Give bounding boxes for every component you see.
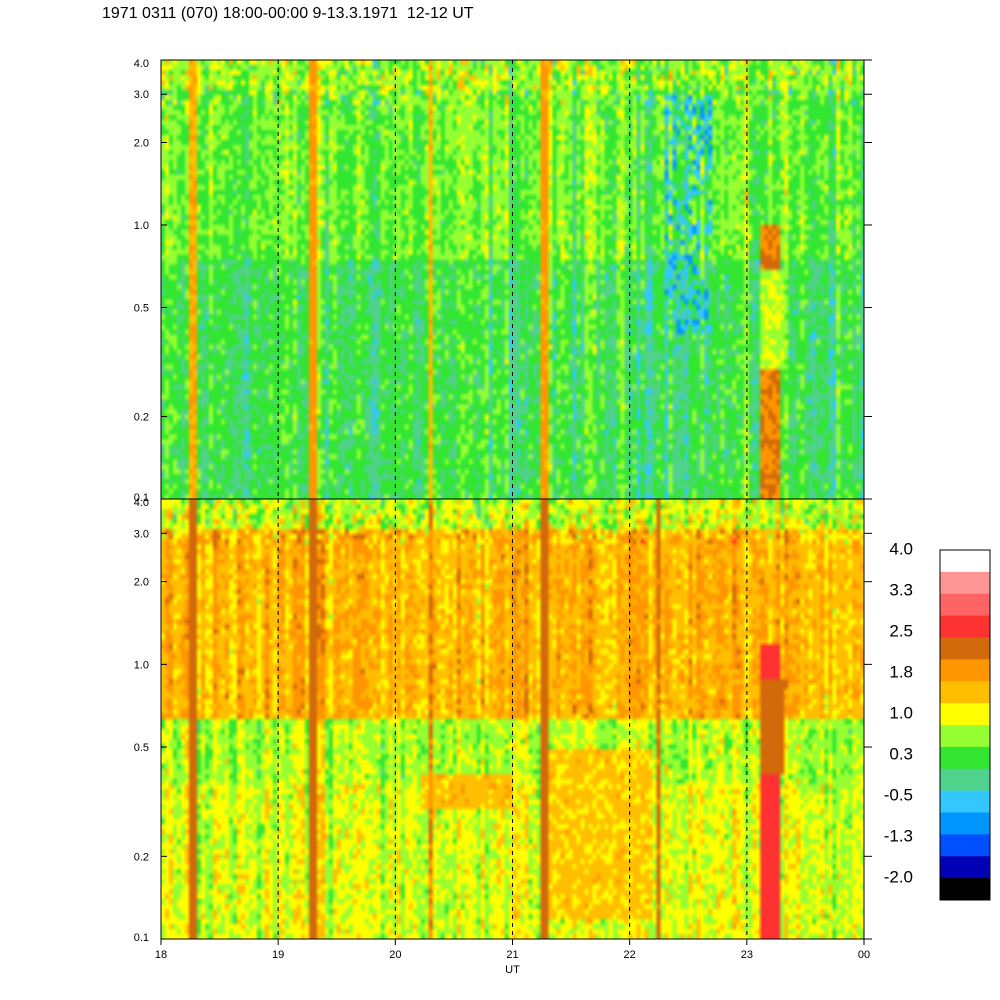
y-tick-label: 0.2 bbox=[134, 851, 149, 863]
x-tick-label: 18 bbox=[155, 949, 167, 961]
y-tick-label: 0.1 bbox=[134, 492, 149, 504]
colorbar-label: 0.3 bbox=[889, 745, 913, 764]
colorbar-swatch bbox=[940, 550, 990, 573]
colorbar-swatch bbox=[940, 593, 990, 617]
colorbar-swatch bbox=[940, 878, 990, 901]
x-tick-label: 20 bbox=[389, 949, 401, 961]
colorbar-swatch bbox=[940, 768, 990, 792]
colorbar-label: 2.5 bbox=[889, 622, 913, 641]
colorbar-swatch bbox=[940, 812, 990, 835]
colorbar-swatch bbox=[940, 790, 990, 813]
y-tick-label: 0.2 bbox=[134, 412, 149, 424]
colorbar-label: -0.5 bbox=[884, 786, 913, 805]
colorbar-swatch bbox=[940, 659, 990, 682]
colorbar: 4.0 3.3 2.5 1.8 1.0 0.3 -0.5 -1.3 -2.0 bbox=[884, 539, 991, 901]
x-tick-label: 21 bbox=[506, 949, 518, 961]
colorbar-swatch bbox=[940, 681, 990, 704]
colorbar-label: 3.3 bbox=[889, 581, 913, 600]
colorbar-swatch bbox=[940, 856, 990, 879]
x-tick-label: 23 bbox=[741, 949, 753, 961]
colorbar-label: -2.0 bbox=[884, 868, 913, 887]
colorbar-frame bbox=[939, 549, 991, 901]
y-tick-label: 2.0 bbox=[134, 137, 149, 149]
colorbar-swatch bbox=[940, 703, 990, 726]
y-tick-label: 4.0 bbox=[134, 58, 149, 70]
chart-title: 1971 0311 (070) 18:00-00:00 9-13.3.1971 … bbox=[102, 5, 474, 22]
colorbar-swatch bbox=[940, 834, 990, 857]
y-tick-label: 4.0 bbox=[134, 497, 149, 509]
y-tick-label: 0.5 bbox=[134, 302, 149, 314]
colorbar-label: 1.8 bbox=[889, 663, 913, 682]
y-tick-label: 3.0 bbox=[134, 89, 149, 101]
y-tick-label: 0.1 bbox=[134, 932, 149, 944]
colorbar-swatch bbox=[940, 637, 990, 660]
y-tick-label: 0.5 bbox=[134, 742, 149, 754]
colorbar-swatch bbox=[940, 615, 990, 638]
x-tick-label: 00 bbox=[858, 949, 870, 961]
x-axis-label: UT bbox=[505, 964, 520, 976]
colorbar-label: 4.0 bbox=[889, 539, 913, 558]
y-tick-label: 1.0 bbox=[134, 220, 149, 232]
colorbar-swatch bbox=[940, 746, 990, 770]
colorbar-swatch bbox=[940, 725, 990, 748]
y-tick-label: 1.0 bbox=[134, 659, 149, 671]
y-tick-label: 2.0 bbox=[134, 577, 149, 589]
axes: 0.10.20.51.02.03.04.00.10.20.51.02.03.04… bbox=[134, 58, 872, 976]
x-tick-label: 22 bbox=[624, 949, 636, 961]
colorbar-label: -1.3 bbox=[884, 827, 913, 846]
y-tick-label: 3.0 bbox=[134, 528, 149, 540]
colorbar-label: 1.0 bbox=[889, 704, 913, 723]
x-tick-label: 19 bbox=[272, 949, 284, 961]
colorbar-swatch bbox=[940, 571, 990, 595]
spectrogram-panels bbox=[161, 60, 864, 939]
